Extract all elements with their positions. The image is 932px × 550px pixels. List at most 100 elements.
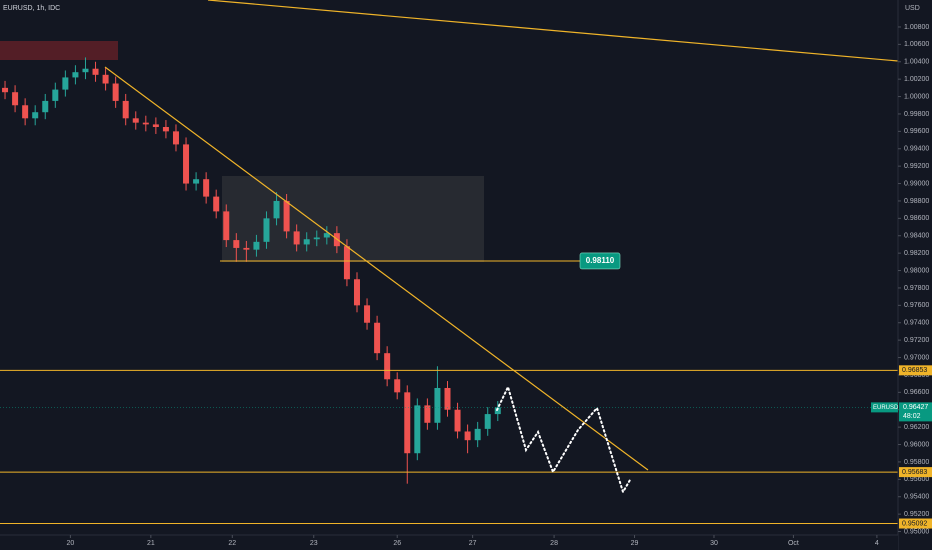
candle-body xyxy=(303,239,310,245)
candle-body xyxy=(152,124,159,128)
y-tick-label: 0.98600 xyxy=(904,215,929,222)
marked-level-box xyxy=(579,252,621,270)
y-tick-label: 1.00000 xyxy=(904,93,929,100)
candle-body xyxy=(343,246,350,280)
candle-body xyxy=(183,144,190,184)
trend-line-upper xyxy=(207,0,899,62)
candle-body xyxy=(464,431,471,441)
consolidation-zone xyxy=(222,176,484,262)
y-tick-label: 0.95000 xyxy=(904,528,929,535)
supply-zone xyxy=(0,41,118,60)
y-tick-label: 0.95600 xyxy=(904,476,929,483)
last-price-label: 0.96427 xyxy=(903,404,928,411)
x-tick-label: 22 xyxy=(228,540,236,547)
candle-body xyxy=(364,305,371,323)
candle-body xyxy=(213,196,220,212)
chart-title: EURUSD, 1h, IDC xyxy=(3,5,60,12)
candle-body xyxy=(263,218,270,242)
y-tick-label: 0.98400 xyxy=(904,233,929,240)
price-axis xyxy=(898,0,932,550)
candle-body xyxy=(223,211,230,241)
candle-body xyxy=(22,105,29,119)
x-tick-label: 29 xyxy=(631,540,639,547)
candle-body xyxy=(484,414,491,429)
candle-body xyxy=(122,100,129,119)
candle-body xyxy=(283,200,290,232)
candle-body xyxy=(323,233,330,238)
level-label: 0.95092 xyxy=(902,520,927,527)
marked-level-label: 0.98110 xyxy=(586,256,615,265)
candle-body xyxy=(253,241,260,250)
level-label-box xyxy=(899,518,932,529)
y-tick-label: 0.95200 xyxy=(904,511,929,518)
candle-body xyxy=(454,409,461,432)
candle-body xyxy=(444,387,451,410)
y-tick-label: 0.97200 xyxy=(904,337,929,344)
y-tick-label: 0.97400 xyxy=(904,320,929,327)
candle-body xyxy=(424,405,431,423)
symbol-label: EURUSD xyxy=(873,405,899,411)
x-tick-label: 20 xyxy=(66,540,74,547)
candle-body xyxy=(42,100,49,113)
countdown-label: 48:02 xyxy=(903,413,921,420)
x-tick-label: 26 xyxy=(393,540,401,547)
candle-body xyxy=(203,179,210,197)
candle-body xyxy=(313,237,320,240)
y-tick-label: 0.96600 xyxy=(904,389,929,396)
candle-body xyxy=(52,89,59,101)
y-tick-label: 0.97800 xyxy=(904,285,929,292)
level-label-box xyxy=(899,365,932,376)
x-tick-label: Oct xyxy=(788,540,799,547)
y-tick-label: 0.99200 xyxy=(904,163,929,170)
candle-body xyxy=(132,118,139,123)
y-tick-label: 0.96000 xyxy=(904,441,929,448)
y-tick-label: 1.00200 xyxy=(904,76,929,83)
y-tick-label: 1.00400 xyxy=(904,59,929,66)
currency-label: USD xyxy=(905,5,920,12)
candle-body xyxy=(92,68,99,75)
candle-body xyxy=(494,407,501,415)
candle-body xyxy=(243,247,250,250)
x-tick-label: 21 xyxy=(147,540,155,547)
y-tick-label: 0.97000 xyxy=(904,354,929,361)
last-price-box xyxy=(899,402,932,422)
y-tick-label: 0.95800 xyxy=(904,459,929,466)
y-tick-label: 1.00800 xyxy=(904,24,929,31)
y-tick-label: 0.98000 xyxy=(904,267,929,274)
x-tick-label: 27 xyxy=(469,540,477,547)
x-tick-label: 30 xyxy=(710,540,718,547)
candle-body xyxy=(434,387,441,423)
y-tick-label: 0.99800 xyxy=(904,111,929,118)
x-tick-label: 23 xyxy=(310,540,318,547)
candle-body xyxy=(414,405,421,454)
candle-body xyxy=(233,240,240,248)
level-label: 0.95683 xyxy=(902,469,927,476)
candle-body xyxy=(474,428,481,441)
y-tick-label: 0.99600 xyxy=(904,128,929,135)
candle-body xyxy=(293,231,300,245)
y-tick-label: 0.99000 xyxy=(904,180,929,187)
candle-body xyxy=(162,127,169,132)
axes: 0.95000 0.95200 0.95400 0.95600 0.95800 0.960… xyxy=(66,24,932,547)
y-tick-label: 0.98800 xyxy=(904,198,929,205)
candle-body xyxy=(72,72,79,78)
candle-body xyxy=(384,353,391,380)
y-tick-label: 0.99400 xyxy=(904,146,929,153)
candle-body xyxy=(353,279,360,306)
projection-path xyxy=(496,384,631,495)
y-tick-label: 0.96200 xyxy=(904,424,929,431)
x-tick-label: 28 xyxy=(550,540,558,547)
level-label: 0.96853 xyxy=(902,367,927,374)
candle-body xyxy=(142,122,149,125)
candle-body xyxy=(12,92,19,106)
candle-body xyxy=(374,322,381,354)
candle-body xyxy=(172,131,179,145)
y-tick-label: 0.97600 xyxy=(904,302,929,309)
candle-body xyxy=(404,392,411,454)
candle-body xyxy=(112,83,119,101)
candle-body xyxy=(82,68,89,73)
plot-area: 0.98110 xyxy=(0,57,898,525)
candle-body xyxy=(32,112,39,119)
